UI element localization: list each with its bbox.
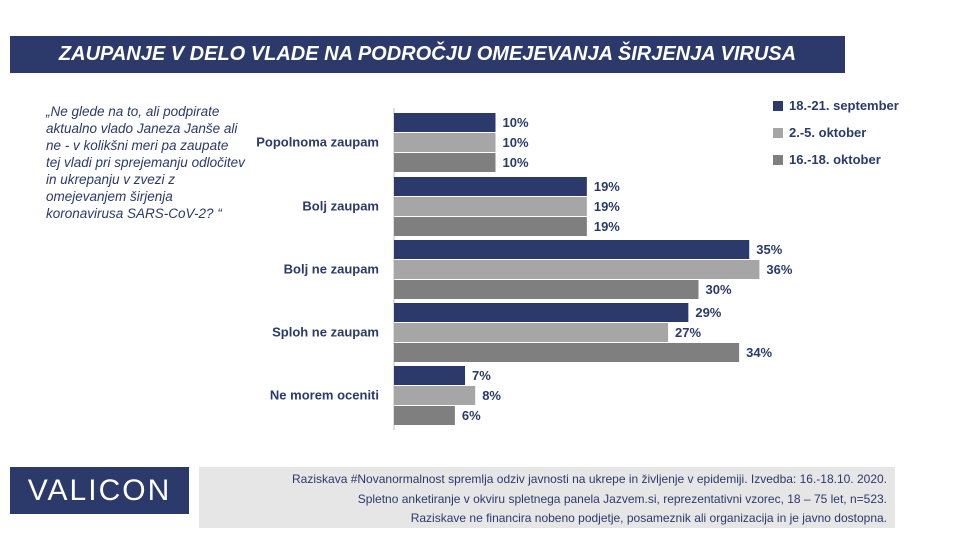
data-label: 19% [594, 179, 620, 194]
footnote-line-3: Raziskave ne financira nobeno podjetje, … [410, 511, 887, 525]
legend-label: 2.-5. oktober [789, 125, 867, 140]
bar [394, 177, 587, 196]
data-label: 30% [706, 282, 732, 297]
bar [394, 113, 496, 132]
data-label: 7% [472, 368, 491, 383]
legend-item-series-3: 16.-18. oktober [773, 146, 899, 173]
category-label: Popolnoma zaupam [256, 135, 379, 150]
bar [394, 406, 455, 425]
footnote-line-1: Raziskava #Novanormalnost spremlja odziv… [292, 472, 887, 486]
bar [394, 323, 669, 342]
bar [394, 240, 750, 259]
bar [394, 280, 699, 299]
data-label: 35% [756, 242, 782, 257]
data-label: 27% [675, 325, 701, 340]
valicon-logo: VALICON [10, 467, 189, 514]
category-label: Ne morem oceniti [270, 388, 379, 403]
category-label: Bolj zaupam [302, 199, 379, 214]
data-label: 19% [594, 199, 620, 214]
bar [394, 303, 689, 322]
data-label: 34% [746, 345, 772, 360]
bar [394, 217, 587, 236]
bar [394, 366, 466, 385]
data-label: 10% [503, 115, 529, 130]
bar [394, 153, 496, 172]
bar [394, 386, 476, 405]
legend-label: 16.-18. oktober [789, 152, 881, 167]
data-label: 19% [594, 219, 620, 234]
data-label: 29% [695, 305, 721, 320]
legend-swatch-series-3 [773, 154, 783, 165]
bar [394, 343, 740, 362]
data-label: 6% [462, 408, 481, 423]
legend: 18.-21. september 2.-5. oktober 16.-18. … [773, 92, 899, 173]
footnote-line-2: Spletno anketiranje v okviru spletnega p… [357, 491, 887, 506]
category-label: Bolj ne zaupam [284, 262, 379, 277]
bar [394, 260, 760, 279]
category-label: Sploh ne zaupam [272, 325, 379, 340]
legend-item-series-2: 2.-5. oktober [773, 119, 899, 146]
data-label: 36% [766, 262, 792, 277]
legend-swatch-series-2 [773, 127, 783, 138]
legend-swatch-series-1 [773, 100, 783, 111]
survey-question: „Ne glede na to, ali podpirate aktualno … [46, 104, 245, 221]
chart-title: ZAUPANJE V DELO VLADE NA PODROČJU OMEJEV… [10, 36, 845, 73]
footnote: Raziskava #Novanormalnost spremlja odziv… [199, 467, 895, 528]
data-label: 10% [503, 155, 529, 170]
legend-item-series-1: 18.-21. september [773, 92, 899, 119]
bar [394, 133, 496, 152]
legend-label: 18.-21. september [789, 98, 899, 113]
data-label: 8% [482, 388, 501, 403]
bar [394, 197, 587, 216]
data-label: 10% [503, 135, 529, 150]
